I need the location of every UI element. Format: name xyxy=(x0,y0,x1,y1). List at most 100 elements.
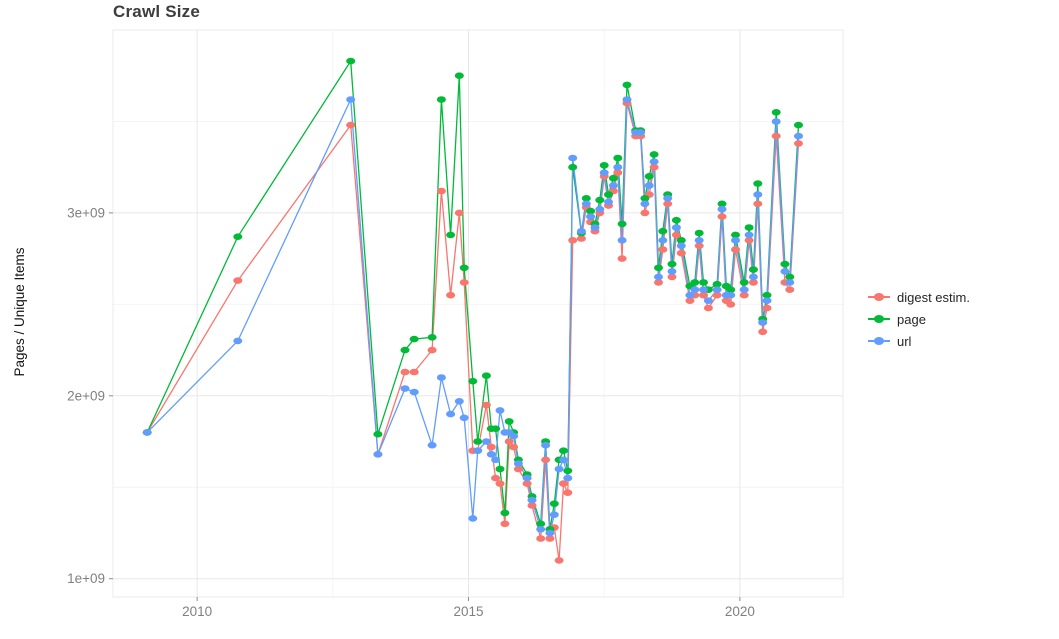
data-point xyxy=(536,526,546,533)
data-point xyxy=(581,200,591,208)
data-point xyxy=(373,451,383,458)
data-point xyxy=(468,515,478,522)
data-point xyxy=(690,286,700,294)
data-point xyxy=(568,237,578,244)
data-point xyxy=(446,410,456,418)
data-point xyxy=(649,163,659,171)
data-point xyxy=(762,297,772,305)
data-point xyxy=(644,173,654,180)
data-point xyxy=(481,438,491,445)
data-point xyxy=(473,438,483,445)
data-point xyxy=(694,242,704,250)
data-point xyxy=(454,398,464,405)
y-tick-label: 2e+09 xyxy=(67,388,105,403)
data-point xyxy=(617,220,627,228)
data-point xyxy=(726,301,736,308)
url-series-marker-icon xyxy=(868,334,890,348)
data-point xyxy=(400,368,410,376)
data-point xyxy=(762,304,772,312)
x-tick-label: 2015 xyxy=(453,604,483,619)
data-point xyxy=(667,260,677,268)
data-point xyxy=(473,447,483,455)
data-point xyxy=(780,268,790,275)
data-point xyxy=(459,264,469,272)
data-point xyxy=(563,467,573,475)
data-point xyxy=(748,273,758,281)
data-point xyxy=(780,260,790,268)
data-point xyxy=(586,213,596,220)
data-point xyxy=(346,96,356,103)
data-point xyxy=(590,224,600,231)
data-point xyxy=(233,233,243,240)
data-point xyxy=(608,182,618,189)
data-point xyxy=(608,174,618,182)
data-point xyxy=(726,286,736,294)
data-point xyxy=(617,237,627,244)
data-point xyxy=(554,557,564,564)
data-point xyxy=(794,132,803,140)
data-point xyxy=(744,237,754,244)
data-point xyxy=(581,195,591,202)
data-point xyxy=(731,246,740,253)
data-point xyxy=(654,279,663,286)
data-point xyxy=(785,273,795,281)
page-series-marker-icon xyxy=(868,312,890,326)
data-point xyxy=(346,57,356,65)
data-point xyxy=(617,255,627,262)
data-point xyxy=(739,291,749,299)
data-point xyxy=(622,81,632,89)
data-point xyxy=(576,227,586,235)
data-point xyxy=(717,213,727,220)
data-point xyxy=(513,465,523,473)
data-point xyxy=(586,207,596,215)
data-point xyxy=(771,118,781,125)
data-point xyxy=(712,286,722,294)
data-point xyxy=(576,235,586,242)
data-point xyxy=(459,279,469,286)
data-point xyxy=(748,279,758,286)
y-tick-label: 3e+09 xyxy=(67,205,105,220)
legend-item-url: url xyxy=(868,330,970,352)
data-point xyxy=(536,535,546,542)
data-point xyxy=(671,224,681,231)
data-point xyxy=(513,460,523,467)
data-point xyxy=(604,191,613,198)
data-point xyxy=(454,209,464,217)
data-point xyxy=(667,268,677,275)
data-point xyxy=(640,195,650,202)
data-point xyxy=(504,438,514,445)
data-point xyxy=(509,443,519,451)
data-point xyxy=(771,109,781,116)
data-point xyxy=(427,346,437,354)
data-point xyxy=(491,456,501,464)
data-point xyxy=(495,480,505,487)
data-point xyxy=(491,474,501,482)
data-point xyxy=(409,368,419,376)
data-point xyxy=(427,334,437,341)
chart-title: Crawl Size xyxy=(113,2,201,21)
data-point xyxy=(644,182,654,189)
data-point xyxy=(649,158,659,165)
data-point xyxy=(486,443,496,451)
data-point xyxy=(739,279,749,286)
data-point xyxy=(690,279,700,286)
data-point xyxy=(491,425,501,433)
data-point xyxy=(446,231,456,239)
legend-label: digest estim. xyxy=(897,289,970,305)
data-point xyxy=(522,474,532,482)
data-point xyxy=(427,441,437,449)
data-point xyxy=(636,129,646,136)
data-point xyxy=(753,191,763,198)
data-point xyxy=(762,291,772,299)
data-point xyxy=(676,237,686,244)
legend-item-page: page xyxy=(868,308,970,330)
data-point xyxy=(495,465,505,473)
data-point xyxy=(758,319,768,326)
data-point xyxy=(685,291,695,299)
data-point xyxy=(613,169,623,176)
y-tick-label: 1e+09 xyxy=(67,571,105,586)
data-point xyxy=(748,266,758,273)
data-point xyxy=(541,456,551,464)
data-point xyxy=(481,401,491,409)
